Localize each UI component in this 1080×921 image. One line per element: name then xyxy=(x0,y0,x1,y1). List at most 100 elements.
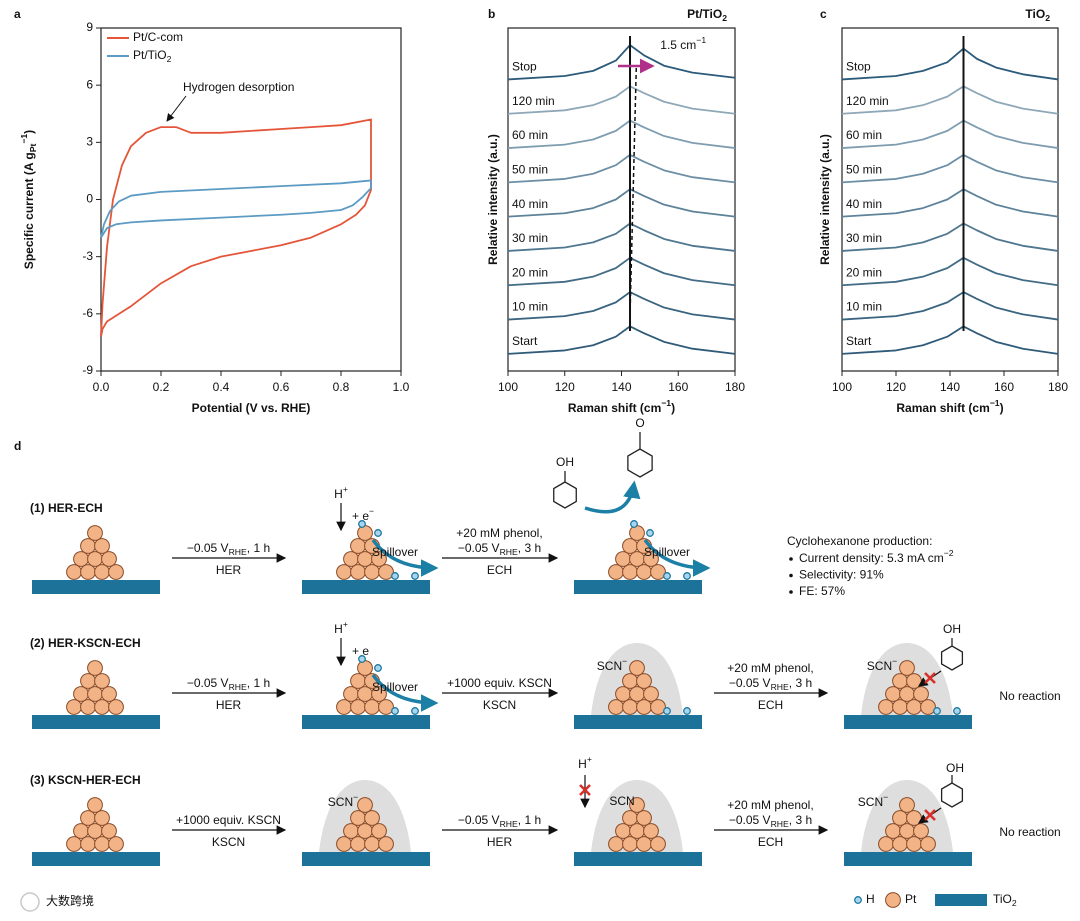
y-axis-label: Relative intensity (a.u.) xyxy=(818,134,832,265)
pt-atom xyxy=(73,551,89,567)
hydrogen-atom xyxy=(358,520,366,528)
block-mark xyxy=(924,672,936,684)
series-label: 10 min xyxy=(846,300,882,314)
block-mark xyxy=(924,809,936,821)
text-part: , 1 h xyxy=(247,541,270,555)
text-part: −1 xyxy=(661,398,671,408)
pt-atom xyxy=(350,810,366,826)
pt-atom xyxy=(364,836,380,852)
diagram-text: No reaction xyxy=(999,689,1060,703)
step-condition: −0.05 VRHE, 1 h xyxy=(187,676,270,692)
text-part: SCN xyxy=(328,795,353,809)
text-part: −1 xyxy=(990,398,1000,408)
pt-atom xyxy=(643,551,659,567)
tio2-support xyxy=(32,580,160,594)
pt-atom xyxy=(636,673,652,689)
y-tick-label: 3 xyxy=(86,135,93,149)
pt-atom xyxy=(643,686,659,702)
x-axis-label: Raman shift (cm−1) xyxy=(896,398,1003,415)
text-part: −1 xyxy=(19,134,29,144)
series-label: 60 min xyxy=(846,128,882,142)
hydrogen-atom xyxy=(374,529,382,537)
hydrogen-atom xyxy=(854,896,862,904)
bullet xyxy=(789,590,793,594)
hydrogen-atom xyxy=(411,572,419,580)
text-part: + e xyxy=(352,509,369,523)
text-part: + xyxy=(343,484,348,494)
series-label: 40 min xyxy=(846,197,882,211)
diagram-text: O xyxy=(635,416,644,430)
pt-atom xyxy=(87,660,103,676)
pt-atom xyxy=(364,699,380,715)
step-label: ECH xyxy=(758,698,783,712)
step-condition: +20 mM phenol, xyxy=(456,526,542,540)
tio2-support xyxy=(302,715,430,729)
step-condition: +20 mM phenol, xyxy=(727,798,813,812)
text-part: Raman shift (cm xyxy=(896,401,989,415)
text-part: , 1 h xyxy=(518,813,541,827)
series-line xyxy=(100,179,372,239)
legend-label: H xyxy=(866,892,875,906)
diagram-text: H+ xyxy=(334,619,348,636)
diagram-text: Spillover xyxy=(372,680,418,694)
text-part: SCN xyxy=(597,659,622,673)
ring xyxy=(627,448,653,478)
text-part: TiO xyxy=(993,892,1012,906)
pt-atom xyxy=(66,564,82,580)
step-condition: +20 mM phenol, xyxy=(727,661,813,675)
step-label: KSCN xyxy=(483,698,516,712)
hydrogen-atom xyxy=(358,655,366,663)
x-tick-label: 100 xyxy=(498,380,518,394)
pt-atom xyxy=(629,686,645,702)
series-label: 20 min xyxy=(846,265,882,279)
watermark: 大数跨境 xyxy=(46,893,94,908)
tio2-support xyxy=(32,715,160,729)
y-tick-label: -3 xyxy=(82,249,93,263)
pt-atom xyxy=(343,686,359,702)
pt-atom xyxy=(615,551,631,567)
text-part: −0.05 V xyxy=(729,813,771,827)
tio2-support xyxy=(574,852,702,866)
series-label: 10 min xyxy=(512,300,548,314)
production-item: Current density: 5.3 mA cm−2 xyxy=(799,548,954,565)
pt-atom xyxy=(615,823,631,839)
hydrogen-atom xyxy=(391,707,399,715)
text-part: Current density: 5.3 mA cm xyxy=(799,551,944,565)
diagram-text: + e− xyxy=(352,506,374,523)
pt-atom xyxy=(357,686,373,702)
pt-atom xyxy=(629,660,645,676)
spillover-arrow xyxy=(371,538,439,577)
diagram-text: OH xyxy=(556,455,574,469)
text-part: , 3 h xyxy=(518,541,541,555)
text-part: RHE xyxy=(771,682,789,692)
shift-label: 1.5 cm−1 xyxy=(660,35,706,52)
x-axis-label: Raman shift (cm−1) xyxy=(568,398,675,415)
x-tick-label: 1.0 xyxy=(393,380,410,394)
pt-atom xyxy=(885,686,901,702)
tio2-support xyxy=(302,580,430,594)
tio2-support xyxy=(32,852,160,866)
series-label: 50 min xyxy=(846,163,882,177)
annotation-arrow xyxy=(166,95,187,122)
pt-atom xyxy=(343,823,359,839)
production-item: FE: 57% xyxy=(799,584,845,598)
pt-atom xyxy=(108,564,124,580)
pt-atom xyxy=(66,699,82,715)
pt-atom xyxy=(892,836,908,852)
pt-atom xyxy=(350,836,366,852)
block-mark xyxy=(579,784,591,796)
pt-atom xyxy=(350,538,366,554)
series-label: 30 min xyxy=(846,231,882,245)
text-part: TiO xyxy=(1025,7,1045,21)
series-label: 120 min xyxy=(846,94,889,108)
pt-atom xyxy=(108,836,124,852)
pt-atom xyxy=(371,551,387,567)
step-condition: +1000 equiv. KSCN xyxy=(447,676,552,690)
text-part: Pt xyxy=(28,144,38,153)
pt-atom xyxy=(892,673,908,689)
legend-label: Pt/C-com xyxy=(133,30,183,44)
pt-atom xyxy=(608,836,624,852)
pt-atom xyxy=(899,823,915,839)
pt-atom xyxy=(622,538,638,554)
